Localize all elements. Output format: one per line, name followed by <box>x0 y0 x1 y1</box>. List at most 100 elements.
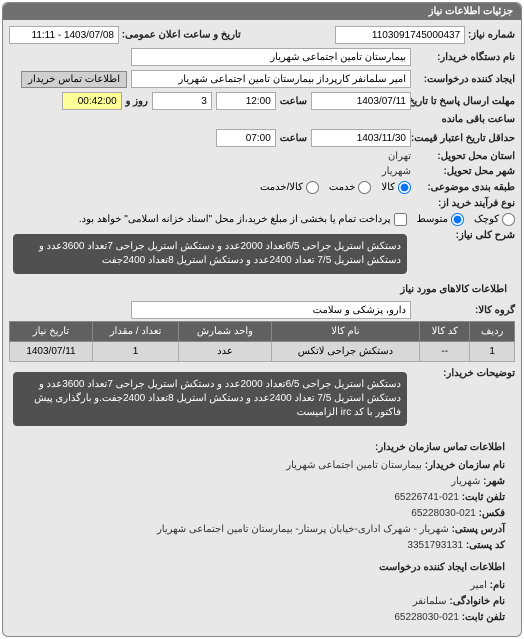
td-code: -- <box>420 342 470 362</box>
radio-goods[interactable]: کالا <box>381 181 411 194</box>
row-request-creator: ایجاد کننده درخواست: اطلاعات تماس خریدار <box>9 68 515 90</box>
items-table: ردیف کد کالا نام کالا واحد شمارش تعداد /… <box>9 321 515 362</box>
announce-input[interactable] <box>9 26 119 44</box>
row-validity: حداقل تاریخ اعتبار قیمت: تا تاریخ: ساعت <box>9 127 515 149</box>
contact-addr-label: آدرس پستی: <box>452 524 505 535</box>
buyer-notes-label: توضیحات خریدار: <box>415 368 515 379</box>
creator-name-value: امیر <box>470 580 487 591</box>
item-type-label: طبقه بندی موضوعی: <box>415 182 515 193</box>
need-number-label: شماره نیاز: <box>468 30 515 41</box>
process-note: پرداخت تمام یا بخشی از مبلغ خرید،از محل … <box>79 214 391 225</box>
td-row: 1 <box>470 342 515 362</box>
row-province: استان محل تحویل: تهران <box>9 149 515 164</box>
remaining-label: ساعت باقی مانده <box>442 114 515 125</box>
desc-label: شرح کلی نیاز: <box>415 230 515 241</box>
contact-org-value: بیمارستان تامین اجتماعی شهریار <box>286 460 422 471</box>
radio-goods-label: کالا <box>381 182 395 193</box>
td-unit: عدد <box>179 342 271 362</box>
contact-city-line: شهر: شهریار <box>19 474 505 490</box>
th-code: کد کالا <box>420 322 470 342</box>
desc-box: دستکش استریل جراحی 6/5تعداد 2000عدد و دس… <box>13 234 407 274</box>
deadline-date-input[interactable] <box>311 92 411 110</box>
group-input[interactable] <box>131 301 411 319</box>
radio-small[interactable]: کوچک <box>474 213 515 226</box>
contact-addr-line: آدرس پستی: شهریار - شهرک اداری-خیابان پر… <box>19 522 505 538</box>
contact-fax-line: فکس: 021-65228030 <box>19 506 505 522</box>
td-qty: 1 <box>92 342 178 362</box>
creator-family-line: نام خانوادگی: سلمانفر <box>19 594 505 610</box>
checkbox-treasury-input[interactable] <box>394 213 407 226</box>
radio-small-input[interactable] <box>502 213 515 226</box>
contact-addr-value: شهریار - شهرک اداری-خیابان پرستار- بیمار… <box>157 524 449 535</box>
panel-body: شماره نیاز: تاریخ و ساعت اعلان عمومی: نا… <box>3 20 521 636</box>
radio-both[interactable]: کالا/خدمت <box>260 181 319 194</box>
radio-goods-input[interactable] <box>398 181 411 194</box>
radio-service-label: خدمت <box>329 182 356 193</box>
table-row[interactable]: 1 -- دستکش جراحی لاتکس عدد 1 1403/07/11 <box>10 342 515 362</box>
radio-medium-input[interactable] <box>451 213 464 226</box>
group-label: گروه کالا: <box>415 305 515 316</box>
creator-name-label: نام: <box>490 580 505 591</box>
row-item-type: طبقه بندی موضوعی: کالا خدمت کالا/خدمت <box>9 179 515 196</box>
need-number-input[interactable] <box>335 26 465 44</box>
creator-family-value: سلمانفر <box>413 596 447 607</box>
announce-label: تاریخ و ساعت اعلان عمومی: <box>122 30 241 41</box>
row-process-type: نوع فرآیند خرید از: کوچک متوسط پرداخت تم… <box>9 196 515 228</box>
contact-header: اطلاعات تماس سازمان خریدار: <box>19 438 505 458</box>
deadline-hour-label: ساعت <box>280 96 307 107</box>
remaining-time-input[interactable] <box>62 92 122 110</box>
contact-postal-label: کد پستی: <box>466 540 505 551</box>
contact-city-value: شهریار <box>451 476 480 487</box>
td-name: دستکش جراحی لاتکس <box>271 342 419 362</box>
th-date: تاریخ نیاز <box>10 322 93 342</box>
th-unit: واحد شمارش <box>179 322 271 342</box>
contact-postal-line: کد پستی: 3351793131 <box>19 538 505 554</box>
validity-label: حداقل تاریخ اعتبار قیمت: تا تاریخ: <box>415 133 515 144</box>
process-type-radio-group: کوچک متوسط پرداخت تمام یا بخشی از مبلغ خ… <box>79 213 515 226</box>
td-date: 1403/07/11 <box>10 342 93 362</box>
contact-phone-line: تلفن ثابت: 021-65226741 <box>19 490 505 506</box>
radio-both-label: کالا/خدمت <box>260 182 303 193</box>
radio-service-input[interactable] <box>358 181 371 194</box>
th-name: نام کالا <box>271 322 419 342</box>
radio-medium[interactable]: متوسط <box>417 213 464 226</box>
row-buyer-device: نام دستگاه خریدار: <box>9 46 515 68</box>
buyer-device-label: نام دستگاه خریدار: <box>415 52 515 63</box>
radio-both-input[interactable] <box>306 181 319 194</box>
city-label: شهر محل تحویل: <box>415 166 515 177</box>
validity-hour-input[interactable] <box>216 129 276 147</box>
contact-fax-label: فکس: <box>479 508 505 519</box>
validity-date-input[interactable] <box>311 129 411 147</box>
table-header-row: ردیف کد کالا نام کالا واحد شمارش تعداد /… <box>10 322 515 342</box>
request-creator-input[interactable] <box>131 70 411 88</box>
contact-org-line: نام سازمان خریدار: بیمارستان تامین اجتما… <box>19 458 505 474</box>
row-group: گروه کالا: <box>9 299 515 321</box>
day-count-input[interactable] <box>152 92 212 110</box>
th-row: ردیف <box>470 322 515 342</box>
buyer-contact-button[interactable]: اطلاعات تماس خریدار <box>21 71 127 88</box>
items-header: اطلاعات کالاهای مورد نیاز <box>9 280 515 299</box>
contact-block: اطلاعات تماس سازمان خریدار: نام سازمان خ… <box>9 432 515 632</box>
province-label: استان محل تحویل: <box>415 151 515 162</box>
panel-title: جزئیات اطلاعات نیاز <box>3 3 521 20</box>
th-qty: تعداد / مقدار <box>92 322 178 342</box>
checkbox-treasury[interactable]: پرداخت تمام یا بخشی از مبلغ خرید،از محل … <box>79 213 407 226</box>
row-buyer-notes: توضیحات خریدار: دستکش استریل جراحی 6/5تع… <box>9 366 515 432</box>
process-type-label: نوع فرآیند خرید از: <box>415 198 515 209</box>
contact-postal-value: 3351793131 <box>407 540 463 551</box>
contact-phone-value: 021-65226741 <box>394 492 459 503</box>
row-city: شهر محل تحویل: شهریار <box>9 164 515 179</box>
buyer-notes-box: دستکش استریل جراحی 6/5تعداد 2000عدد و دس… <box>13 372 407 426</box>
row-description: شرح کلی نیاز: دستکش استریل جراحی 6/5تعدا… <box>9 228 515 280</box>
row-need-number: شماره نیاز: تاریخ و ساعت اعلان عمومی: <box>9 24 515 46</box>
item-type-radio-group: کالا خدمت کالا/خدمت <box>260 181 411 194</box>
contact-phone-label: تلفن ثابت: <box>462 492 505 503</box>
creator-name-line: نام: امیر <box>19 578 505 594</box>
creator-phone-line: تلفن ثابت: 021-65228030 <box>19 610 505 626</box>
radio-small-label: کوچک <box>474 214 499 225</box>
city-value: شهریار <box>382 166 411 177</box>
contact-city-label: شهر: <box>483 476 505 487</box>
buyer-device-input[interactable] <box>131 48 411 66</box>
radio-service[interactable]: خدمت <box>329 181 372 194</box>
deadline-hour-input[interactable] <box>216 92 276 110</box>
